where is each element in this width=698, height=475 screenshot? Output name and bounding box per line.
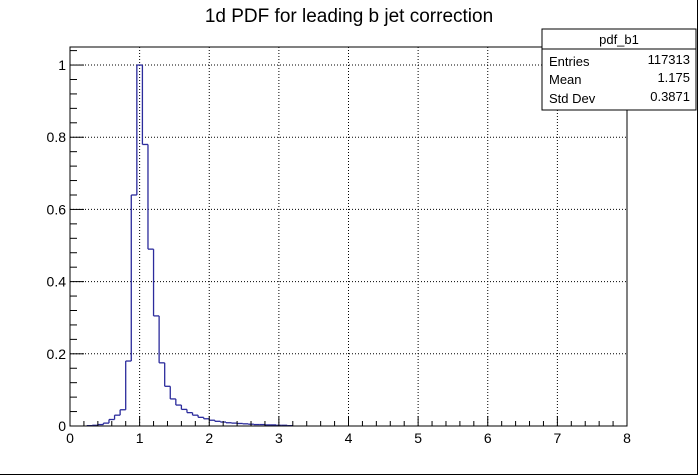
- axes: 0 1 2 3 4 5 6 7 8 0 0.2 0.4 0.6 0.8 1: [47, 50, 631, 446]
- chart-title: 1d PDF for leading b jet correction: [205, 6, 493, 27]
- x-tick-label: 7: [553, 430, 561, 446]
- histogram-bin: [141, 65, 148, 146]
- x-tick-label: 2: [205, 430, 213, 446]
- y-tick-label: 0.6: [47, 201, 67, 217]
- histogram-bin: [113, 414, 121, 420]
- y-tick-label: 0.4: [47, 274, 67, 290]
- stats-mean-label: Mean: [549, 72, 582, 87]
- x-tick-label: 3: [275, 430, 283, 446]
- histogram-bin: [125, 360, 132, 410]
- histogram-series: [86, 64, 294, 427]
- y-tick-label: 0.8: [47, 129, 67, 145]
- x-tick-label: 5: [414, 430, 422, 446]
- histogram-bin: [147, 144, 154, 250]
- x-tick-label: 0: [66, 430, 74, 446]
- x-tick-label: 8: [623, 430, 631, 446]
- histogram-bin: [119, 409, 126, 416]
- histogram-bin: [191, 412, 199, 416]
- stats-mean-value: 1.175: [657, 70, 690, 85]
- histogram-bin: [108, 418, 115, 424]
- stats-entries-label: Entries: [549, 54, 590, 69]
- histogram-bin: [208, 418, 215, 421]
- histogram-bin: [203, 417, 210, 420]
- y-tick-label: 0.2: [47, 346, 67, 362]
- x-tick-label: 6: [484, 430, 492, 446]
- x-tick-label: 1: [136, 430, 144, 446]
- histogram-bin: [97, 423, 104, 426]
- histogram-bin: [225, 422, 232, 424]
- histogram-bin: [158, 315, 165, 364]
- histogram-bin: [180, 405, 187, 411]
- y-tick-label: 0: [58, 418, 66, 434]
- stats-stddev-label: Std Dev: [549, 91, 596, 106]
- histogram-bin: [197, 415, 204, 418]
- histogram-bin: [136, 64, 143, 195]
- histogram-bin: [169, 386, 176, 400]
- stats-stddev-value: 0.3871: [650, 89, 690, 104]
- y-tick-label: 1: [58, 57, 66, 73]
- stats-box-title: pdf_b1: [599, 32, 639, 47]
- histogram-bin: [102, 422, 109, 425]
- x-tick-label: 4: [345, 430, 353, 446]
- histogram-bin: [214, 420, 221, 422]
- histogram-bin: [164, 362, 171, 387]
- histogram-bin: [130, 194, 137, 362]
- histogram-bin: [152, 249, 160, 317]
- histogram-bin: [175, 398, 182, 406]
- stats-box-frame: [541, 28, 697, 111]
- histogram-bin: [186, 409, 193, 414]
- stats-box: pdf_b1 Entries 117313 Mean 1.175 Std Dev…: [541, 28, 697, 111]
- stats-entries-value: 117313: [648, 52, 690, 67]
